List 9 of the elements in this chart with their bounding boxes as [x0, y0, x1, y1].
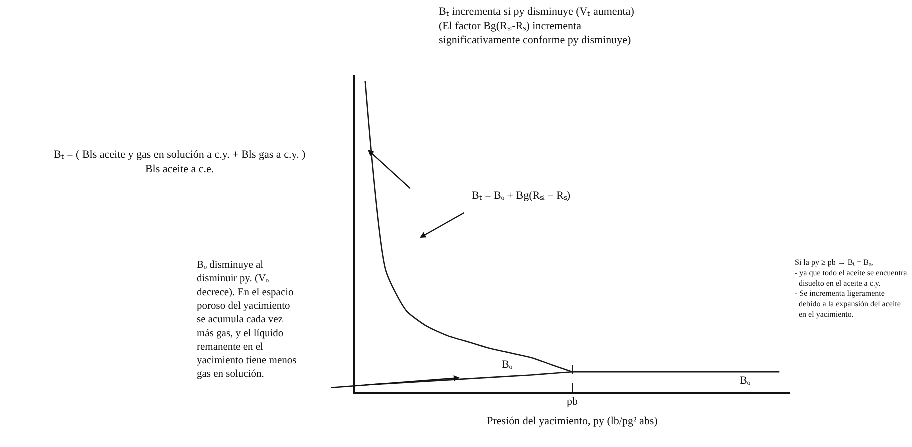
- text: Bₜ incrementa si py disminuye (Vₜ aumenta) (El factor Bg(Rₛᵢ-Rₛ) incrementa significativamente conforme py disminuye): [439, 6, 635, 47]
- text: pb: [567, 396, 578, 408]
- text: Bₒ disminuye al disminuir py. (Vₒ decrece). En el espacio poroso del yacimiento se acumula cada vez más gas, y el líquido remanente en el yacimiento tiene menos gas en solución.: [197, 260, 297, 380]
- text: Si la py ≥ pb → Bₜ = Bₒ, - ya que todo el aceite se encuentra disuelto en el aceite a c.y. - Se incrementa ligeramente debido a la expansión del aceite en el yacimiento.: [795, 258, 908, 319]
- annotation: Bₒ: [740, 375, 751, 387]
- annotation: Bₜ = Bₒ + Bg(Rₛᵢ − Rₛ): [472, 190, 571, 202]
- x-axis-title: Presión del yacimiento, py (lb/pg² abs): [487, 416, 658, 428]
- annotation: Bₒ: [502, 359, 513, 371]
- text: Bₜ = ( Bls aceite y gas en solución a c.y. + Bls gas a c.y. ) Bls aceite a c.e.: [54, 149, 306, 176]
